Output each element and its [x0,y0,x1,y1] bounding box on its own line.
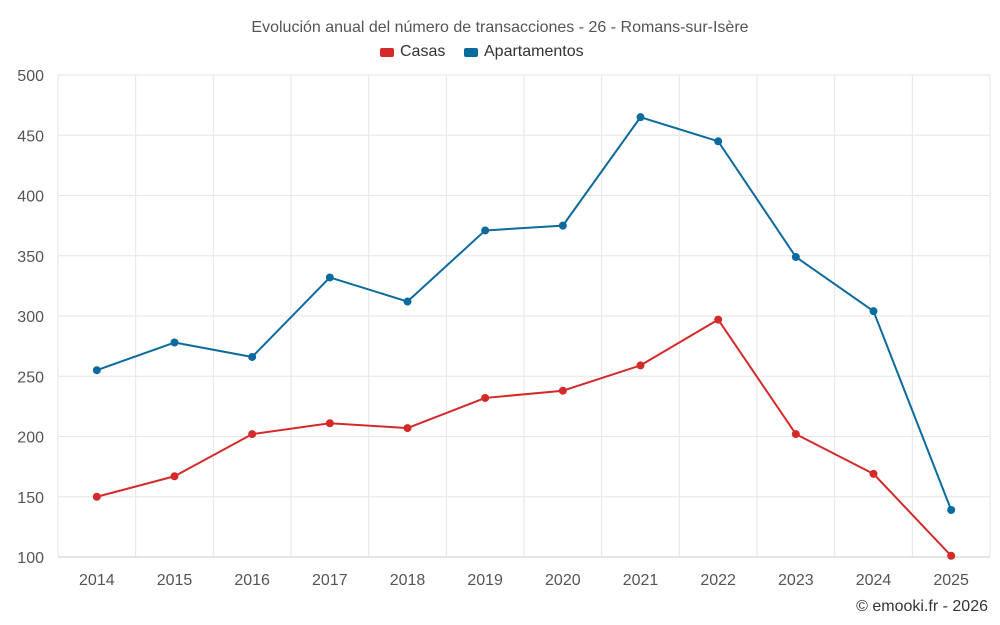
x-tick-label: 2024 [856,572,892,589]
data-point-apartamentos[interactable] [92,366,101,375]
data-point-casas[interactable] [325,419,334,428]
data-point-apartamentos[interactable] [791,252,800,261]
y-tick-label: 450 [17,128,44,145]
data-point-apartamentos[interactable] [714,137,723,146]
series-line-casas [96,318,952,557]
credit-text: © emooki.fr - 2026 [856,598,988,615]
data-point-casas[interactable] [947,551,956,560]
legend-item-apartamentos[interactable]: Apartamentos [464,43,584,60]
data-point-apartamentos[interactable] [558,221,567,230]
legend[interactable]: Casas Apartamentos [380,43,584,60]
data-point-apartamentos[interactable] [170,338,179,347]
y-tick-label: 400 [17,189,44,206]
chart-title: Evolución anual del número de transaccio… [251,19,748,36]
data-point-casas[interactable] [92,492,101,501]
legend-item-casas[interactable]: Casas [380,43,445,60]
x-tick-label: 2021 [623,572,659,589]
data-point-apartamentos[interactable] [869,307,878,316]
legend-swatch-apartamentos [464,48,478,57]
legend-swatch-casas [380,48,394,57]
data-point-casas[interactable] [403,424,412,433]
y-axis: 100 150 200 250 300 350 400 450 500 [17,68,44,567]
data-point-apartamentos[interactable] [248,352,257,361]
data-point-casas[interactable] [481,393,490,402]
x-axis: 2014 2015 2016 2017 2018 2019 2020 2021 2022 2023… [58,556,990,589]
y-tick-label: 350 [17,249,44,266]
x-tick-label: 2022 [700,572,736,589]
data-point-apartamentos[interactable] [481,226,490,235]
x-tick-label: 2023 [778,572,814,589]
legend-label-casas: Casas [400,43,445,60]
x-tick-label: 2018 [390,572,426,589]
data-point-apartamentos[interactable] [636,113,645,122]
y-tick-label: 300 [17,309,44,326]
x-tick-label: 2015 [157,572,193,589]
y-tick-label: 200 [17,430,44,447]
legend-label-apartamentos: Apartamentos [484,43,584,60]
series-group [92,113,956,560]
series-line-apartamentos [96,116,953,511]
y-tick-label: 500 [17,68,44,85]
data-point-casas[interactable] [791,430,800,439]
data-point-casas[interactable] [636,361,645,370]
data-point-casas[interactable] [558,386,567,395]
data-point-casas[interactable] [714,315,723,324]
data-point-apartamentos[interactable] [947,506,956,515]
data-point-apartamentos[interactable] [325,273,334,282]
x-tick-label: 2016 [234,572,270,589]
y-tick-label: 100 [17,550,44,567]
y-tick-label: 250 [17,369,44,386]
x-tick-label: 2025 [933,572,969,589]
x-tick-label: 2014 [79,572,115,589]
data-point-casas[interactable] [869,469,878,478]
grid-lines [57,74,991,558]
y-tick-label: 150 [17,490,44,507]
x-tick-label: 2019 [467,572,503,589]
x-tick-label: 2020 [545,572,581,589]
x-tick-label: 2017 [312,572,348,589]
data-point-apartamentos[interactable] [403,297,412,306]
data-point-casas[interactable] [170,472,179,481]
data-point-casas[interactable] [248,430,257,439]
